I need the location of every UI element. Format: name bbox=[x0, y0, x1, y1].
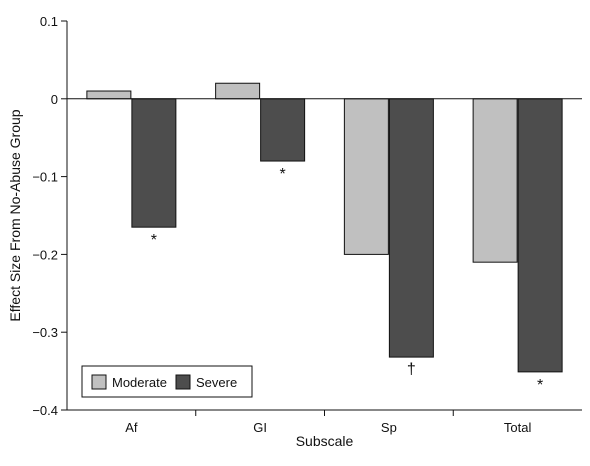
bar-severe-gi bbox=[260, 98, 306, 162]
y-tick-label: −0.1 bbox=[32, 170, 58, 185]
bar-moderate-gi bbox=[215, 82, 261, 100]
significance-marker: * bbox=[280, 166, 286, 183]
x-tick-label: Sp bbox=[381, 420, 397, 435]
y-tick-label: 0 bbox=[51, 92, 58, 107]
y-tick-label: −0.3 bbox=[32, 325, 58, 340]
x-tick-label: Af bbox=[125, 420, 138, 435]
legend-box bbox=[81, 365, 253, 398]
legend-label-severe: Severe bbox=[196, 375, 237, 390]
y-tick-label: 0.1 bbox=[40, 14, 58, 29]
significance-marker: * bbox=[537, 377, 543, 394]
bar-severe-sp bbox=[388, 98, 434, 358]
bar-severe-total bbox=[517, 98, 563, 373]
legend-label-moderate: Moderate bbox=[112, 375, 167, 390]
significance-marker: † bbox=[407, 361, 416, 378]
bar-moderate-total bbox=[472, 98, 518, 263]
bar-moderate-sp bbox=[343, 98, 389, 255]
legend-swatch-moderate bbox=[91, 374, 107, 390]
y-axis-label: Effect Size From No-Abuse Group bbox=[7, 109, 23, 321]
x-tick-label: Total bbox=[504, 420, 532, 435]
x-axis-label: Subscale bbox=[296, 433, 354, 449]
bar-severe-af bbox=[131, 98, 177, 228]
significance-marker: * bbox=[151, 232, 157, 249]
y-ticks: 0.1 0 −0.1 −0.2 −0.3 −0.4 bbox=[32, 14, 67, 418]
annotations-layer: * * † * bbox=[151, 166, 543, 394]
bar-moderate-af bbox=[86, 90, 132, 100]
x-ticks: Af GI Sp Total bbox=[125, 410, 531, 435]
y-tick-label: −0.2 bbox=[32, 247, 58, 262]
legend-swatch-severe bbox=[175, 374, 191, 390]
legend: Moderate Severe bbox=[81, 365, 253, 398]
x-tick-label: GI bbox=[253, 420, 267, 435]
y-tick-label: −0.4 bbox=[32, 403, 58, 418]
bars-layer bbox=[86, 82, 563, 373]
